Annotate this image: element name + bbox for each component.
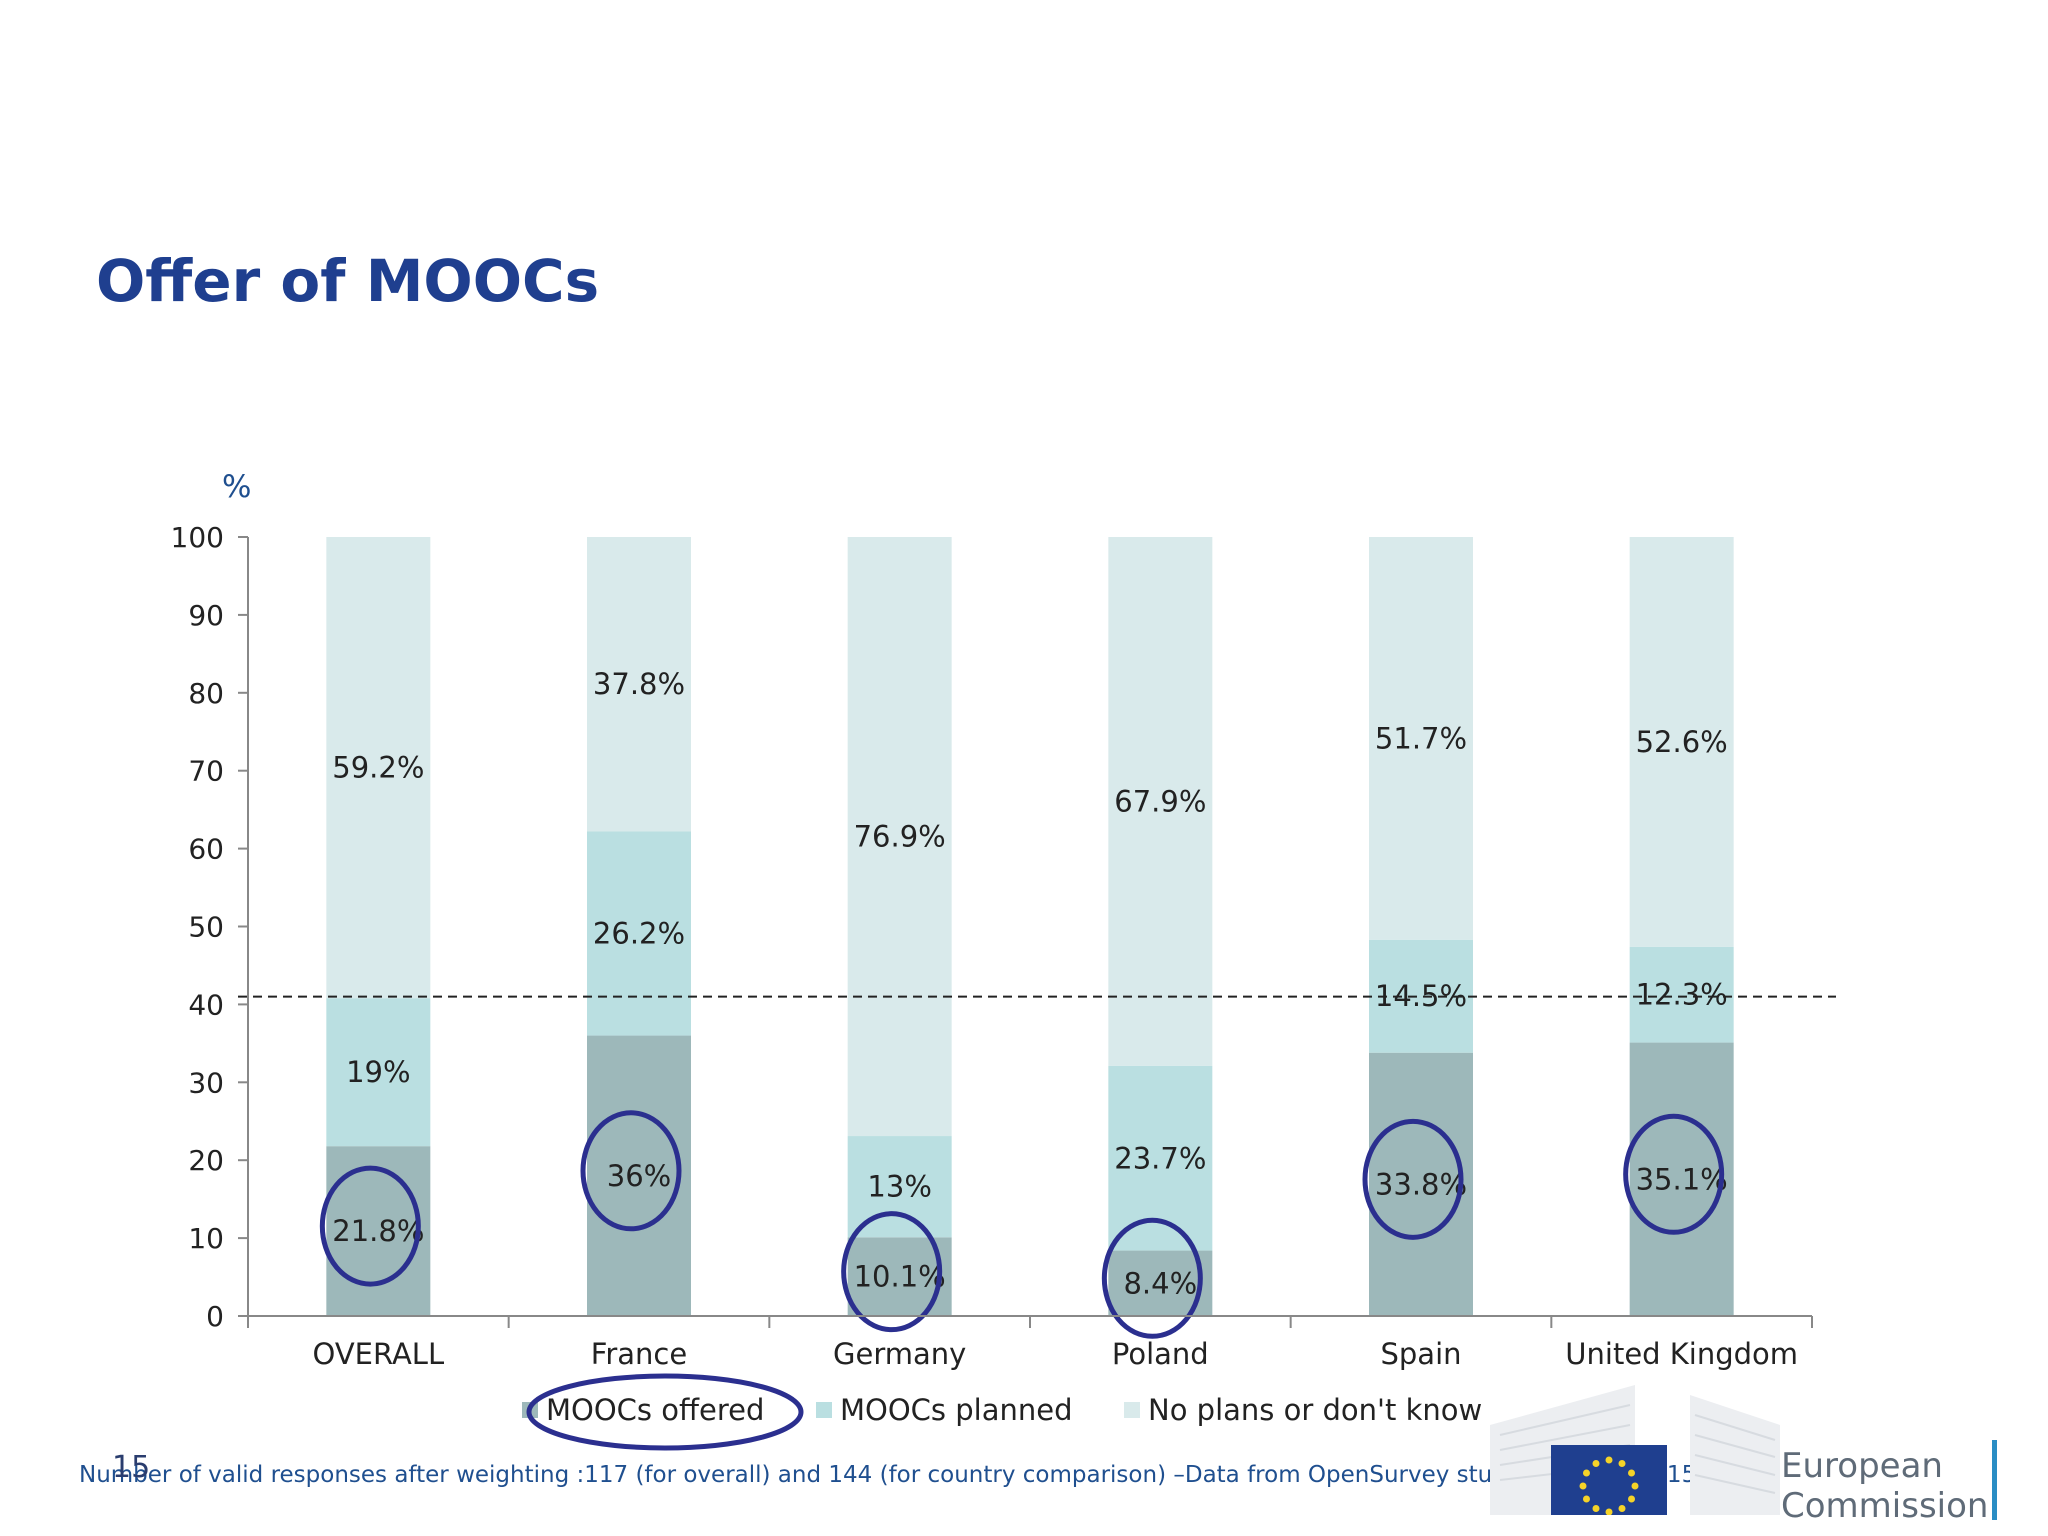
x-tick-label-2: Germany xyxy=(833,1337,966,1371)
data-label-2-3: 67.9% xyxy=(1114,784,1206,818)
eu-stars xyxy=(1579,1456,1639,1515)
bar-2-2 xyxy=(847,537,952,1137)
y-tick-label-9: 90 xyxy=(188,599,224,632)
bar-2-1 xyxy=(587,537,691,832)
x-tick-label-0: OVERALL xyxy=(313,1337,445,1371)
legend-label-2: No plans or don't know xyxy=(1148,1393,1482,1427)
eu-star-icon xyxy=(1628,1469,1636,1477)
legend-label-1: MOOCs planned xyxy=(840,1393,1073,1427)
eu-star-icon xyxy=(1605,1456,1613,1464)
y-tick-label-6: 60 xyxy=(188,833,224,866)
y-tick-label-4: 40 xyxy=(188,988,224,1021)
bar-2-0 xyxy=(326,537,431,999)
eu-star-icon xyxy=(1579,1482,1587,1490)
slide-title: Offer of MOOCs xyxy=(96,247,600,315)
data-label-1-2: 13% xyxy=(867,1170,931,1204)
y-tick-label-3: 30 xyxy=(188,1066,224,1099)
data-label-1-5: 12.3% xyxy=(1636,978,1728,1012)
eu-star-icon xyxy=(1592,1505,1600,1513)
bar-1-1 xyxy=(587,831,691,1036)
bar-1-0 xyxy=(326,998,431,1147)
bar-0-5 xyxy=(1629,1042,1734,1316)
data-label-0-4: 33.8% xyxy=(1375,1167,1467,1201)
data-label-2-1: 37.8% xyxy=(593,667,685,701)
data-label-2-2: 76.9% xyxy=(854,820,946,854)
european-commission-wordmark: European Commission xyxy=(1781,1446,1988,1526)
x-tick-label-3: Poland xyxy=(1112,1337,1209,1371)
y-tick-label-7: 70 xyxy=(188,755,224,788)
legend-swatch-2 xyxy=(1124,1402,1140,1418)
eu-star-icon xyxy=(1582,1495,1590,1503)
highlight-circle-1 xyxy=(580,1110,682,1232)
data-label-2-4: 51.7% xyxy=(1375,721,1467,755)
y-tick-label-0: 0 xyxy=(206,1300,224,1333)
data-label-0-3: 8.4% xyxy=(1123,1266,1197,1300)
y-tick-label-2: 20 xyxy=(188,1144,224,1177)
bar-0-4 xyxy=(1369,1052,1473,1316)
eu-star-icon xyxy=(1628,1495,1636,1503)
data-label-2-5: 52.6% xyxy=(1636,725,1728,759)
eu-star-icon xyxy=(1592,1459,1600,1467)
eu-star-icon xyxy=(1618,1505,1626,1513)
bar-1-5 xyxy=(1629,946,1734,1043)
highlight-circle-0 xyxy=(319,1165,421,1287)
x-tick-label-1: France xyxy=(591,1337,687,1371)
legend-highlight-circle xyxy=(526,1373,804,1451)
footnote: Number of valid responses after weightin… xyxy=(79,1462,1704,1488)
highlight-circle-4 xyxy=(1362,1118,1464,1240)
eu-star-icon xyxy=(1631,1482,1639,1490)
x-tick-label-4: Spain xyxy=(1380,1337,1461,1371)
x-tick-label-5: United Kingdom xyxy=(1565,1337,1798,1371)
data-label-0-2: 10.1% xyxy=(854,1260,946,1294)
bar-2-4 xyxy=(1369,537,1473,940)
y-axis-label: % xyxy=(222,469,251,505)
legend-label-0: MOOCs offered xyxy=(546,1393,764,1427)
eu-star-icon xyxy=(1618,1459,1626,1467)
bar-0-1 xyxy=(587,1035,691,1316)
logo-accent-bar xyxy=(1992,1440,1997,1520)
data-label-0-0: 21.8% xyxy=(332,1214,424,1248)
legend-swatch-1 xyxy=(816,1402,832,1418)
data-label-1-0: 19% xyxy=(346,1055,410,1089)
data-label-0-1: 36% xyxy=(607,1159,671,1193)
eu-flag-icon xyxy=(1551,1445,1667,1515)
y-tick-label-10: 100 xyxy=(171,521,224,554)
eu-star-icon xyxy=(1582,1469,1590,1477)
wordmark-line-1: European xyxy=(1781,1446,1943,1486)
data-label-1-4: 14.5% xyxy=(1375,979,1467,1013)
bar-0-0 xyxy=(326,1146,431,1316)
bar-2-3 xyxy=(1108,537,1213,1066)
data-label-1-1: 26.2% xyxy=(593,917,685,951)
bar-2-5 xyxy=(1629,537,1734,947)
highlight-circle-5 xyxy=(1623,1113,1725,1235)
eu-star-icon xyxy=(1605,1508,1613,1515)
data-label-0-5: 35.1% xyxy=(1636,1162,1728,1196)
data-label-2-0: 59.2% xyxy=(332,751,424,785)
highlight-circle-3 xyxy=(1101,1217,1203,1339)
slide-number: 15 xyxy=(112,1450,151,1485)
wordmark-line-2: Commission xyxy=(1781,1486,1989,1526)
data-label-1-3: 23.7% xyxy=(1114,1141,1206,1175)
y-tick-label-1: 10 xyxy=(188,1222,224,1255)
highlight-circle-2 xyxy=(841,1211,943,1333)
european-commission-logo xyxy=(1490,1385,1780,1515)
y-tick-label-5: 50 xyxy=(188,911,224,944)
y-tick-label-8: 80 xyxy=(188,677,224,710)
